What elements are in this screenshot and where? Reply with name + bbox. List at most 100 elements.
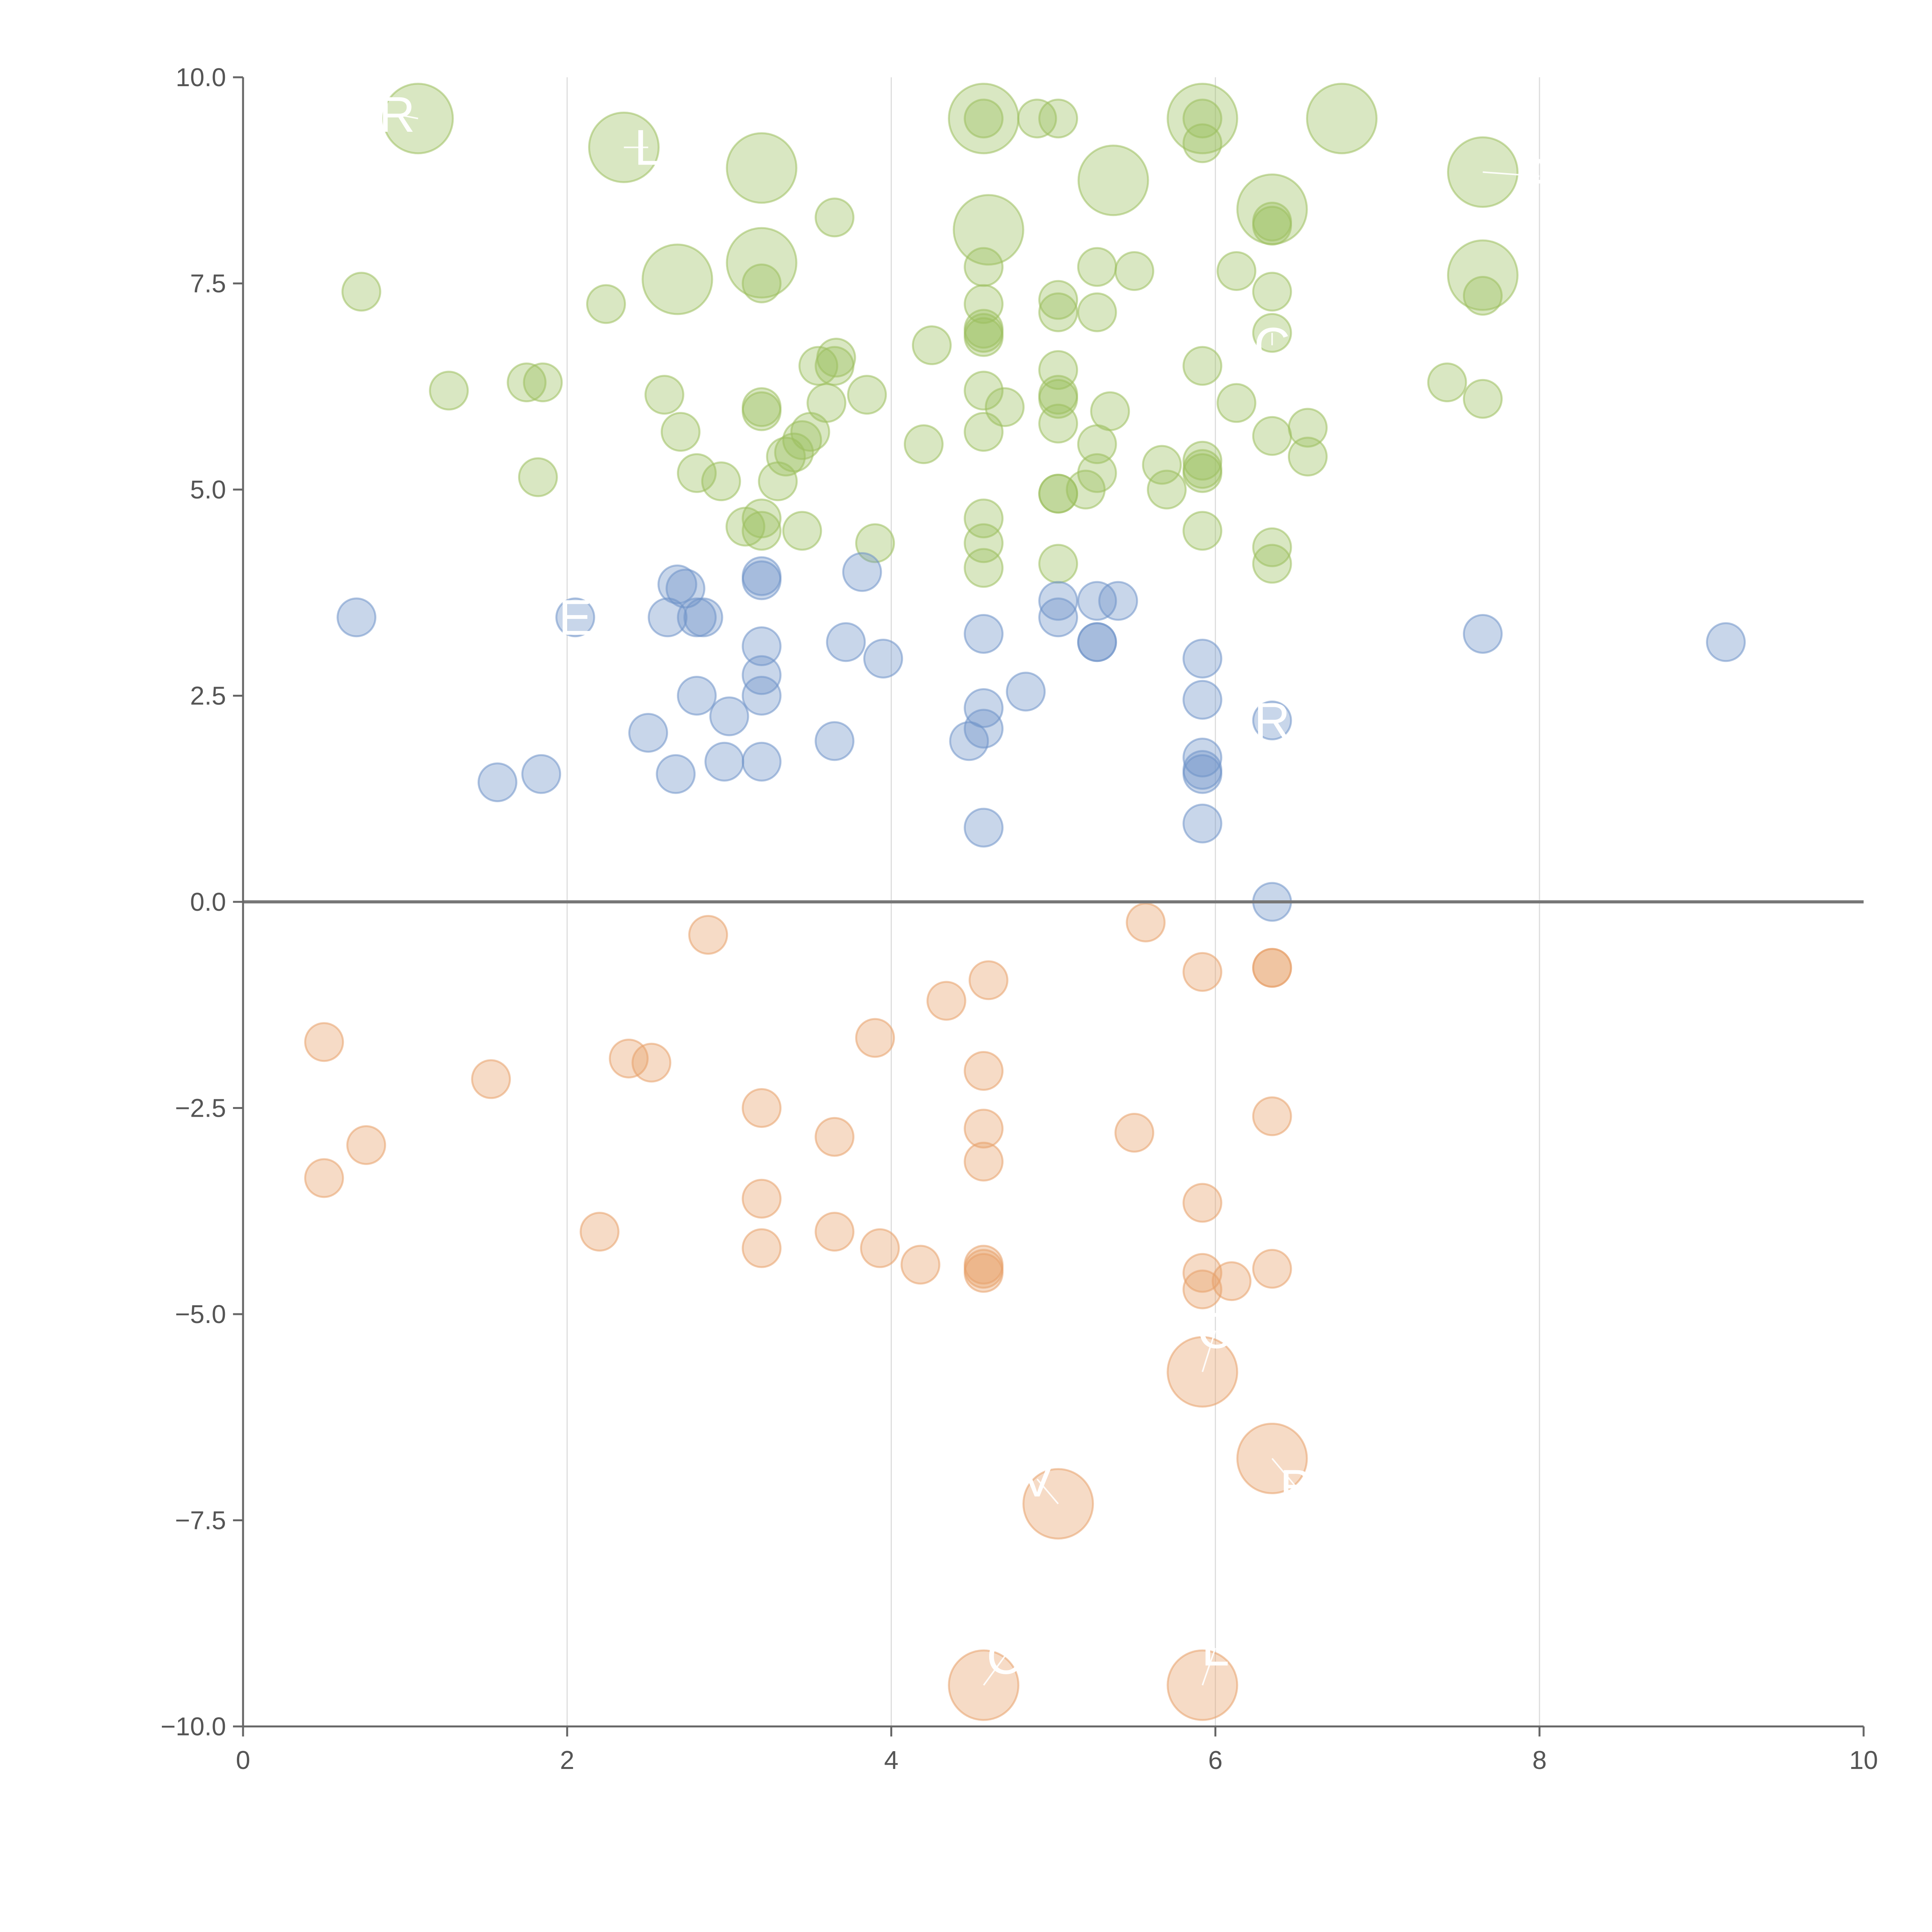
bubble-point-high	[1182, 511, 1223, 551]
point-label: C	[1254, 317, 1290, 374]
bubble-point-mid	[1182, 754, 1223, 794]
bubble-point-high	[1114, 251, 1155, 291]
label-leader-line	[1201, 1330, 1216, 1372]
bubble-point-mid	[964, 709, 1004, 749]
bubble-point-high	[586, 284, 626, 324]
bubble-point-mid	[1038, 597, 1078, 638]
bubble-point-high	[726, 132, 798, 204]
bubble-point-high	[1182, 440, 1223, 481]
bubble-point-high	[1287, 437, 1328, 477]
bubble-point-high	[782, 420, 822, 460]
bubble-point-high	[1142, 445, 1182, 485]
bubble-point-high	[964, 99, 1004, 139]
bubble-point-low	[815, 1212, 855, 1252]
bubble-point-high	[1252, 201, 1292, 242]
bubble-point-mid	[1252, 701, 1292, 741]
x-tick-label: 4	[884, 1746, 898, 1775]
bubble-point-high	[952, 194, 1024, 266]
bubble-point-high	[782, 511, 822, 551]
y-tick-label: −2.5	[175, 1094, 226, 1123]
bubble-point-mid	[521, 754, 561, 794]
point-label: L	[634, 119, 662, 175]
x-tick-label: 8	[1532, 1746, 1547, 1775]
bubble-point-high	[1252, 544, 1292, 584]
bubble-point-high	[429, 371, 469, 411]
bubble-point-high	[1147, 469, 1187, 510]
bubble-point-high	[985, 387, 1025, 427]
bubble-point-mid	[742, 655, 782, 695]
y-tick-label: 2.5	[190, 682, 226, 711]
bubble-point-mid	[1182, 738, 1223, 778]
label-layer: R L E C R A C B V C L	[379, 86, 1556, 1686]
bubble-point-high	[964, 498, 1004, 539]
bubble-point-high	[1306, 83, 1378, 155]
point-label: R	[1254, 692, 1290, 749]
bubble-point-high	[742, 264, 782, 303]
bubble-point-mid	[555, 597, 595, 638]
bubble-point-high	[677, 453, 717, 493]
bubble-point-high	[1038, 99, 1078, 139]
bubble-point-high	[964, 284, 1004, 324]
bubble-point-high	[742, 511, 782, 551]
bubble-point-mid	[815, 721, 855, 761]
point-label: V	[1020, 1451, 1054, 1507]
axis-layer: 10.0 7.5 5.0 2.5 0.0 −2.5 −5.0 −7.5 −10.0 0 2 4 6 8 10	[160, 63, 1878, 1775]
bubble-point-high	[1252, 272, 1292, 312]
bubble-point-high	[644, 375, 684, 415]
bubble-point-high	[964, 371, 1004, 411]
bubble-point-high	[1038, 403, 1078, 444]
bubble-point-low	[304, 1022, 344, 1062]
bubble-point-high	[1252, 416, 1292, 456]
point-label: L	[1201, 1620, 1229, 1676]
bubble-point-mid	[1182, 680, 1223, 720]
bubble-point-high	[1236, 173, 1308, 245]
bubble-point-high	[1182, 449, 1223, 489]
bubble-point-high	[518, 457, 558, 497]
bubble-point-low	[860, 1228, 900, 1268]
bubble-point-low	[926, 981, 966, 1021]
bubble-point-low	[964, 1141, 1004, 1182]
bubble-point-mid	[742, 676, 782, 716]
bubble-point-mid	[964, 614, 1004, 654]
bubble-point-low	[580, 1212, 620, 1252]
bubble-point-high	[1077, 145, 1149, 216]
bubble-point-high	[847, 375, 887, 415]
bubble-point-mid	[964, 808, 1004, 848]
bubble-point-high	[1038, 292, 1078, 332]
bubble-point-mid	[709, 696, 749, 736]
bubble-point-low	[968, 960, 1009, 1000]
bubble-point-high	[1287, 408, 1328, 448]
bubble-point-high	[964, 548, 1004, 588]
bubble-point-low	[964, 1051, 1004, 1091]
bubble-point-low	[1252, 948, 1292, 988]
point-label: B	[1280, 1459, 1313, 1515]
y-tick-label: 5.0	[190, 475, 226, 504]
label-leader-line	[1201, 1648, 1216, 1685]
bubble-point-low	[1252, 1096, 1292, 1136]
bubble-point-high	[903, 424, 944, 464]
bubble-point-mid	[842, 552, 882, 592]
bubble-point-mid	[1182, 638, 1223, 679]
bubble-point-high	[1038, 379, 1078, 419]
point-label: A	[1523, 148, 1556, 204]
bubble-point-high	[815, 197, 855, 238]
bubble-point-high	[806, 383, 847, 423]
bubble-point-low	[742, 1088, 782, 1128]
bubble-point-mid	[628, 713, 668, 753]
bubble-point-high	[1090, 391, 1130, 431]
bubble-point-low	[964, 1109, 1004, 1149]
y-tick-label: −10.0	[160, 1712, 226, 1741]
bubble-point-high	[1077, 453, 1117, 493]
bubble-point-high	[742, 498, 782, 539]
bubble-point-high	[1216, 383, 1257, 423]
y-tick-label: 7.5	[190, 269, 226, 298]
bubble-point-high	[701, 461, 741, 502]
bubble-point-mid	[863, 638, 903, 679]
bubble-point-mid	[656, 754, 696, 794]
bubble-point-high	[948, 83, 1020, 155]
bubble-point-low	[855, 1018, 895, 1058]
y-tick-label: −5.0	[175, 1300, 226, 1329]
x-tick-label: 6	[1208, 1746, 1223, 1775]
bubble-point-mid	[1006, 672, 1046, 712]
